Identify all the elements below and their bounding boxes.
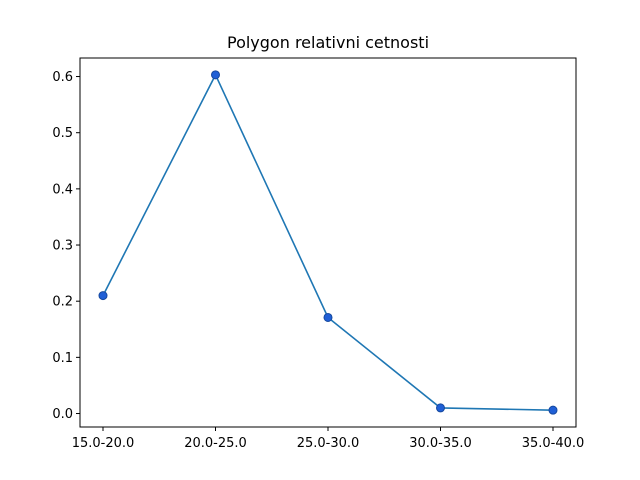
data-point	[211, 70, 220, 80]
x-tick-label: 20.0-25.0	[184, 436, 247, 451]
x-tick-label: 35.0-40.0	[522, 436, 585, 451]
data-point	[98, 291, 108, 301]
y-tick-label: 0.4	[52, 182, 73, 197]
y-tick-label: 0.6	[52, 70, 73, 85]
data-point	[323, 312, 333, 322]
x-tick-label: 30.0-35.0	[409, 436, 472, 451]
chart-title: Polygon relativni cetnosti	[227, 33, 429, 52]
x-tick-label: 15.0-20.0	[72, 436, 135, 451]
y-tick-label: 0.0	[52, 407, 73, 422]
data-point	[436, 403, 445, 413]
axes-frame	[79, 57, 577, 428]
y-tick-label: 0.3	[52, 239, 73, 254]
y-tick-label: 0.5	[52, 126, 73, 141]
y-tick-label: 0.1	[52, 351, 73, 366]
y-tick-label: 0.2	[52, 295, 73, 310]
data-point	[548, 405, 558, 415]
plot-area: 0.0 0.1 0.2 0.3 0.4 0.5 0.6 15.0-20.0 20.0-25.0 2…	[52, 70, 584, 451]
x-tick-label: 25.0-30.0	[297, 436, 360, 451]
